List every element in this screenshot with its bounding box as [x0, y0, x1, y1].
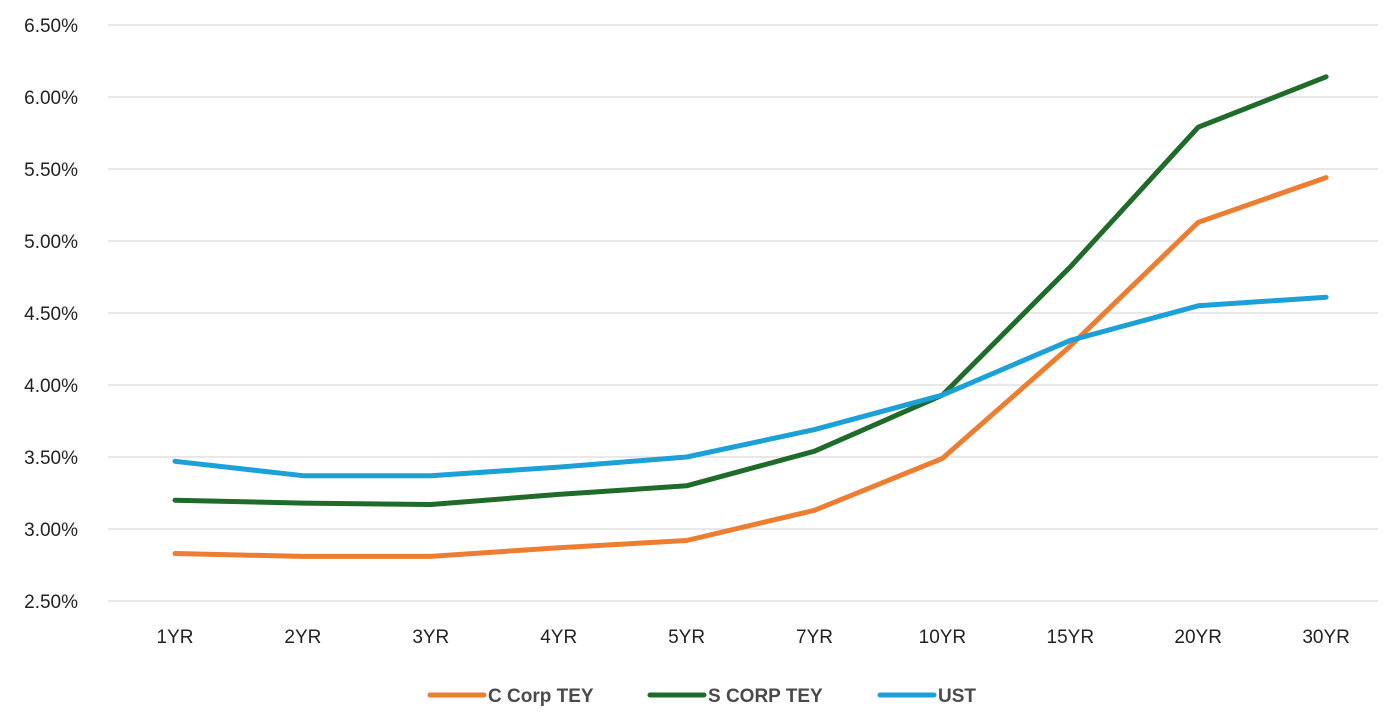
x-tick-label: 1YR	[157, 627, 194, 648]
y-tick-label: 3.50%	[24, 448, 78, 469]
legend: C Corp TEY S CORP TEY UST	[427, 686, 976, 707]
legend-label: S CORP TEY	[708, 686, 823, 707]
x-tick-label: 4YR	[540, 627, 577, 648]
series-line-s-corp-tey	[172, 74, 1329, 507]
x-tick-label: 5YR	[668, 627, 705, 648]
y-tick-label: 4.00%	[24, 376, 78, 397]
x-tick-label: 10YR	[919, 627, 967, 648]
x-tick-label: 20YR	[1174, 627, 1222, 648]
series-line-ust	[172, 294, 1329, 479]
x-axis-ticks: 1YR 2YR 3YR 4YR 5YR 7YR 10YR 15YR 20YR 30YR	[157, 627, 1350, 648]
y-tick-label: 5.50%	[24, 160, 78, 181]
series-line-c-corp-tey	[172, 175, 1329, 559]
x-tick-label: 2YR	[284, 627, 321, 648]
series-lines	[172, 74, 1329, 559]
x-tick-label: 15YR	[1047, 627, 1095, 648]
legend-label: UST	[938, 686, 976, 707]
y-tick-label: 5.00%	[24, 232, 78, 253]
y-axis-ticks: 2.50% 3.00% 3.50% 4.00% 4.50% 5.00% 5.50% 6.00%…	[24, 16, 78, 613]
y-tick-label: 4.50%	[24, 304, 78, 325]
x-tick-label: 30YR	[1302, 627, 1350, 648]
x-tick-label: 3YR	[412, 627, 449, 648]
y-tick-label: 2.50%	[24, 592, 78, 613]
y-tick-label: 6.50%	[24, 16, 78, 37]
gridlines	[108, 24, 1378, 602]
y-tick-label: 6.00%	[24, 88, 78, 109]
y-tick-label: 3.00%	[24, 520, 78, 541]
legend-label: C Corp TEY	[488, 686, 594, 707]
x-tick-label: 7YR	[796, 627, 833, 648]
